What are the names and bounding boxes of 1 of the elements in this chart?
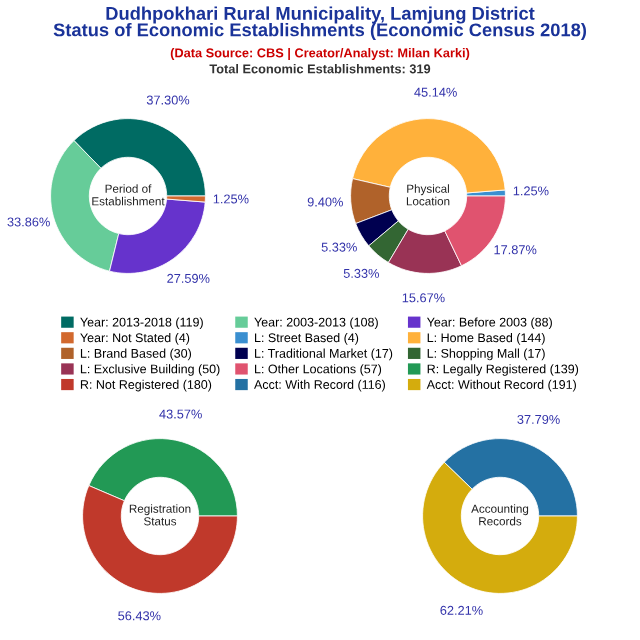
text: Dudhpokhari Rural Municipality, Lamjung District Status of Economic Establishments (Economic Census 2018) [53,6,587,40]
